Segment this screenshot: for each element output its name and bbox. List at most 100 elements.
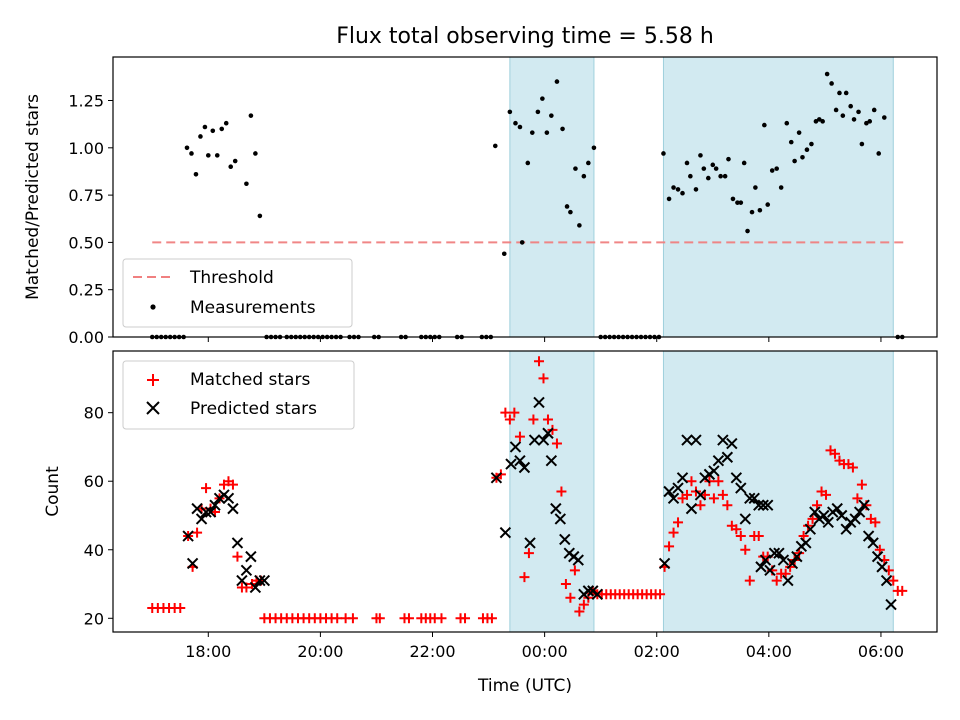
measurement-point (848, 103, 853, 109)
measurement-point (540, 96, 545, 101)
measurement-point (833, 107, 839, 113)
measurement-point (701, 166, 707, 171)
y-tick-label: 0.75 (68, 186, 104, 205)
matched-star-point (175, 603, 186, 614)
predicted-star-point (786, 557, 799, 570)
measurement-point (184, 145, 190, 151)
predicted-stars-points (182, 396, 897, 611)
predicted-star-point (764, 564, 776, 577)
x-tick-label: 04:00 (746, 642, 792, 661)
matched-star-point (519, 572, 530, 583)
measurement-point (202, 124, 208, 130)
measurement-point (774, 166, 779, 171)
predicted-star-point (554, 513, 567, 525)
measurement-point (713, 166, 719, 171)
legend-measurements-swatch (150, 304, 156, 310)
measurement-point (228, 164, 234, 170)
matched-star-point (534, 356, 545, 367)
measurement-point (722, 173, 728, 179)
measurement-point (223, 120, 229, 126)
matched-star-point (556, 486, 567, 497)
x-tick-label: 18:00 (185, 642, 231, 661)
y-tick-label: 20 (84, 609, 104, 628)
measurement-point (769, 168, 775, 173)
measurement-point (519, 240, 525, 245)
counts-legend: Matched stars Predicted stars (122, 360, 355, 430)
x-tick-label: 06:00 (858, 642, 904, 661)
measurement-point (248, 113, 254, 118)
predicted-star-point (755, 561, 767, 573)
ratio-axes-frame (112, 56, 938, 338)
matched-star-point (569, 565, 580, 576)
legend-matched-label: Matched stars (190, 370, 310, 390)
measurement-point (586, 160, 591, 166)
measurement-point (778, 185, 784, 190)
predicted-star-point (254, 574, 266, 587)
predicted-star-point (777, 554, 790, 566)
measurement-point (698, 153, 703, 158)
chart-title: Flux total observing time = 5.58 h (336, 24, 714, 49)
matched-star-point (771, 575, 782, 586)
measurement-point (257, 213, 263, 219)
measurement-point (219, 126, 225, 132)
predicted-star-point (753, 499, 765, 511)
predicted-star-point (667, 492, 680, 505)
matched-star-point (347, 613, 358, 624)
predicted-star-point (748, 492, 760, 505)
y-tick-label: 40 (84, 541, 104, 560)
matched-star-point (560, 579, 571, 590)
measurement-point (688, 173, 693, 179)
matched-star-point (664, 541, 675, 552)
measurement-point (581, 173, 587, 179)
x-tick-label: 20:00 (297, 642, 343, 661)
measurement-point (796, 130, 802, 135)
predicted-star-point (853, 506, 866, 518)
predicted-star-point (694, 489, 707, 501)
measurement-point (507, 109, 513, 115)
matched-star-point (574, 606, 585, 617)
predicted-star-point (537, 434, 550, 446)
predicted-star-point (744, 492, 756, 505)
matched-star-point (897, 585, 908, 596)
time-x-label: Time (UTC) (477, 676, 572, 696)
y-tick-label: 80 (84, 404, 104, 423)
measurement-point (513, 120, 518, 126)
measurement-point (693, 187, 699, 192)
predicted-star-point (757, 499, 769, 511)
x-tick-label: 00:00 (522, 642, 568, 661)
measurement-point (840, 113, 846, 118)
predicted-star-point (867, 537, 879, 549)
observing-window-2 (662, 56, 894, 338)
measurement-point (843, 90, 849, 96)
ratio-y-label: Matched/Predicted stars (23, 94, 43, 300)
predicted-star-point (717, 434, 729, 446)
predicted-star-point (186, 557, 199, 570)
predicted-star-point (505, 458, 517, 470)
measurement-point (560, 126, 565, 132)
count-y-label: Count (43, 466, 63, 517)
measurement-point (680, 190, 685, 196)
measurement-point (757, 207, 763, 213)
measurement-point (784, 120, 790, 126)
matched-star-point (655, 589, 666, 600)
predicted-star-point (762, 499, 774, 511)
x-ticks-bottom: 18:00 20:00 22:00 00:00 02:00 04:00 06:00 (185, 632, 904, 661)
matched-star-point (829, 448, 840, 459)
predicted-star-point (809, 506, 821, 518)
measurement-point (671, 185, 676, 190)
predicted-star-point (858, 499, 870, 511)
measurement-point (554, 79, 560, 84)
ratio-panel: 0.00 0.25 0.50 0.75 1.00 1.25 Matched/Predict… (23, 56, 938, 347)
predicted-star-point (591, 588, 604, 601)
predicted-star-point (885, 598, 897, 611)
predicted-star-point (822, 516, 834, 529)
matched-star-point (403, 613, 414, 624)
y-tick-label: 60 (84, 472, 104, 491)
predicted-star-point (509, 441, 522, 453)
predicted-star-point (658, 557, 671, 570)
matched-star-point (509, 407, 520, 418)
predicted-star-point (735, 482, 747, 494)
measurement-point (749, 209, 755, 215)
matched-star-point (486, 613, 497, 624)
predicted-star-point (559, 533, 571, 546)
